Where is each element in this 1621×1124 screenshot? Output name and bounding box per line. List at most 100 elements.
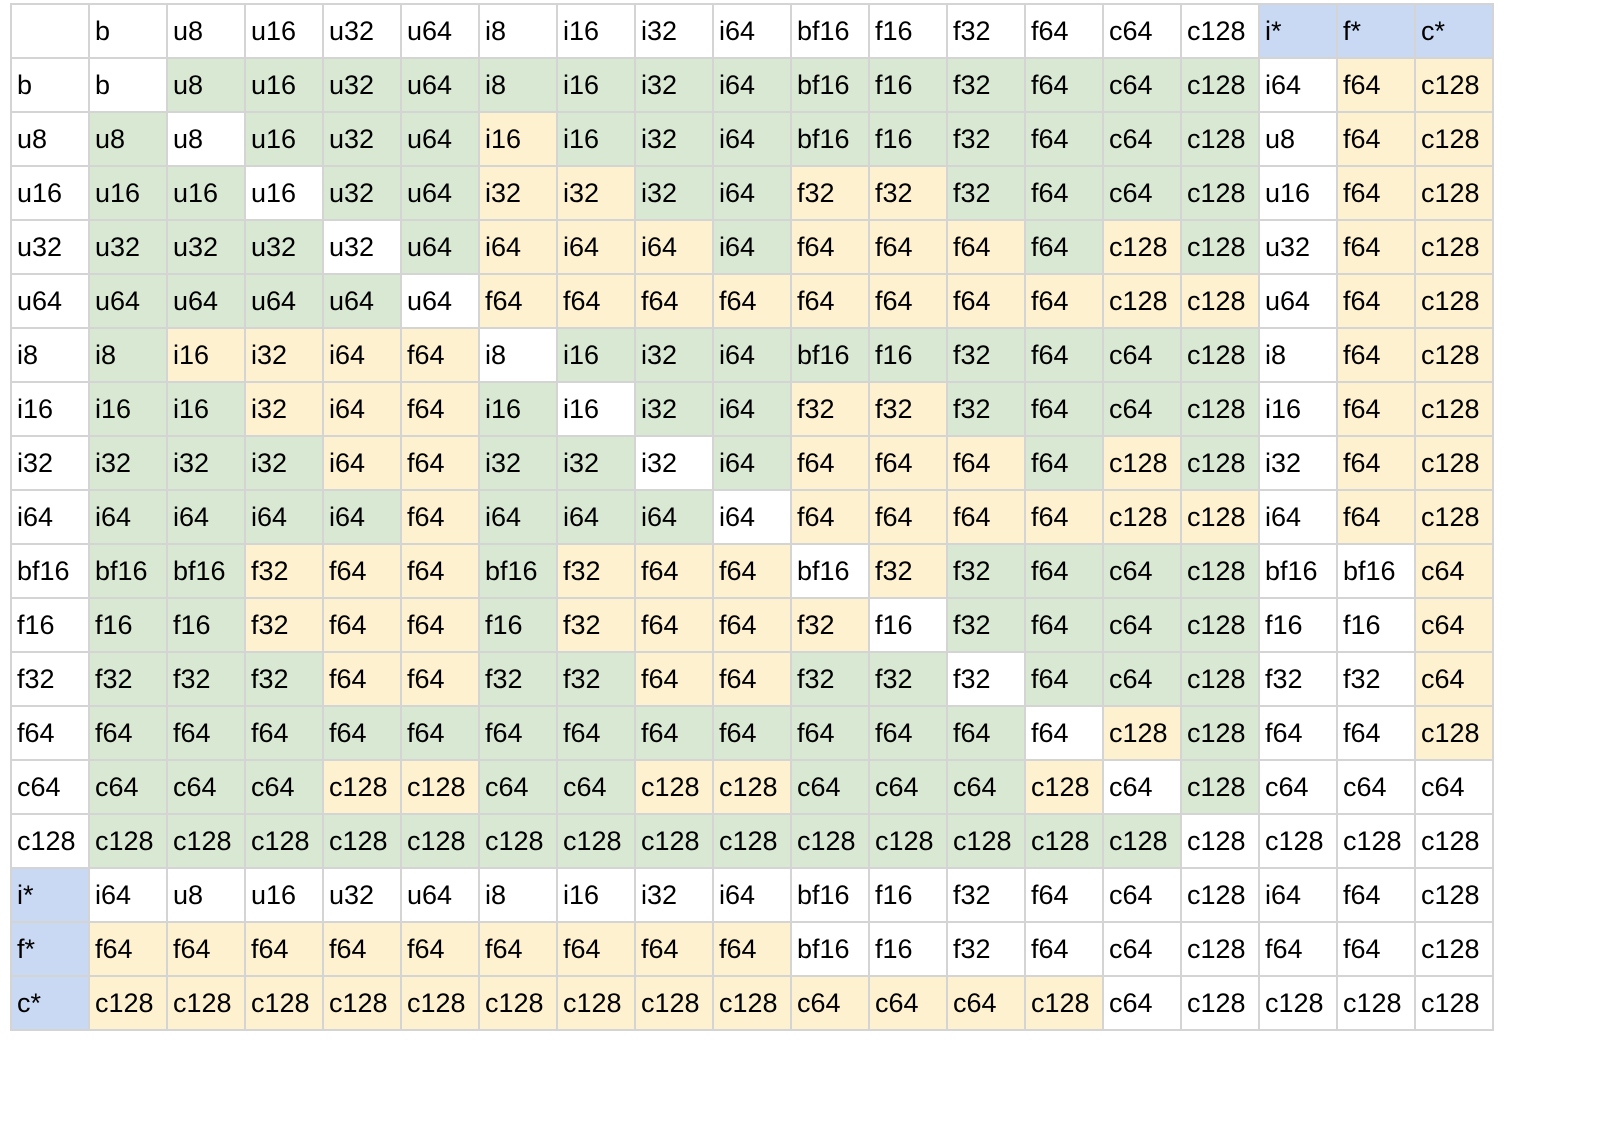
column-header: bf16 (790, 3, 870, 59)
result-cell: f64 (634, 273, 714, 329)
result-cell: f64 (712, 273, 792, 329)
result-cell: c128 (1180, 165, 1260, 221)
result-cell: bf16 (790, 543, 870, 599)
result-cell: c128 (1180, 921, 1260, 977)
result-cell: c128 (1414, 705, 1494, 761)
row-header: u64 (10, 273, 90, 329)
result-cell: c128 (1414, 273, 1494, 329)
result-cell: c128 (1180, 381, 1260, 437)
column-header: b (88, 3, 168, 59)
result-cell: c128 (1336, 813, 1416, 869)
result-cell: f64 (322, 705, 402, 761)
column-header: u32 (322, 3, 402, 59)
result-cell: i16 (88, 381, 168, 437)
result-cell: f32 (946, 543, 1026, 599)
result-cell: i32 (634, 381, 714, 437)
result-cell: c128 (790, 813, 870, 869)
row-header: c* (10, 975, 90, 1031)
result-cell: c64 (1102, 975, 1182, 1031)
table-row: c* c128 c128 c128 c128 c128 c128 c128 c128 c128 c6… (10, 975, 1494, 1031)
result-cell: b (88, 57, 168, 113)
result-cell: f64 (400, 543, 480, 599)
result-cell: c128 (946, 813, 1026, 869)
result-cell: i32 (244, 327, 324, 383)
result-cell: c128 (1180, 489, 1260, 545)
result-cell: c128 (634, 813, 714, 869)
result-cell: c128 (166, 975, 246, 1031)
result-cell: u64 (244, 273, 324, 329)
result-cell: bf16 (790, 57, 870, 113)
result-cell: u64 (400, 57, 480, 113)
result-cell: i32 (88, 435, 168, 491)
row-header: f16 (10, 597, 90, 653)
result-cell: f64 (946, 273, 1026, 329)
result-cell: c64 (244, 759, 324, 815)
result-cell: c128 (634, 759, 714, 815)
row-header: f32 (10, 651, 90, 707)
row-header: i64 (10, 489, 90, 545)
result-cell: u16 (244, 165, 324, 221)
result-cell: f64 (1024, 867, 1104, 923)
table-row: i* i64 u8 u16 u32 u64 i8 i16 i32 i64 bf16 f16 f32 f64… (10, 867, 1494, 923)
result-cell: f64 (1024, 921, 1104, 977)
result-cell: i32 (634, 435, 714, 491)
column-header: u64 (400, 3, 480, 59)
header-row: b u8 u16 u32 u64 i8 i16 i32 i64 bf16 f16 f32 f64 c64 c… (10, 3, 1494, 59)
result-cell: f32 (946, 867, 1026, 923)
result-cell: f64 (478, 705, 558, 761)
result-cell: c128 (1180, 759, 1260, 815)
result-cell: c64 (1258, 759, 1338, 815)
table-row: u64 u64 u64 u64 u64 u64 f64 f64 f64 f64 f64 f64 f64 f… (10, 273, 1494, 329)
result-cell: c64 (790, 975, 870, 1031)
result-cell: f16 (868, 867, 948, 923)
result-cell: i16 (478, 381, 558, 437)
result-cell: f64 (790, 435, 870, 491)
column-header: i64 (712, 3, 792, 59)
result-cell: f32 (868, 381, 948, 437)
result-cell: c128 (1180, 273, 1260, 329)
result-cell: c128 (1258, 975, 1338, 1031)
result-cell: u64 (400, 219, 480, 275)
result-cell: c128 (1024, 813, 1104, 869)
result-cell: c128 (1180, 651, 1260, 707)
result-cell: bf16 (1336, 543, 1416, 599)
result-cell: f32 (556, 543, 636, 599)
result-cell: i32 (1258, 435, 1338, 491)
row-header: u32 (10, 219, 90, 275)
result-cell: c128 (1102, 219, 1182, 275)
result-cell: i64 (322, 327, 402, 383)
result-cell: f16 (1258, 597, 1338, 653)
result-cell: u16 (244, 111, 324, 167)
row-header: bf16 (10, 543, 90, 599)
result-cell: i16 (1258, 381, 1338, 437)
result-cell: bf16 (478, 543, 558, 599)
result-cell: i64 (88, 867, 168, 923)
result-cell: f32 (556, 597, 636, 653)
result-cell: f16 (868, 111, 948, 167)
result-cell: i64 (712, 867, 792, 923)
result-cell: c128 (1180, 975, 1260, 1031)
column-header: c64 (1102, 3, 1182, 59)
result-cell: i16 (556, 381, 636, 437)
result-cell: c128 (1414, 111, 1494, 167)
result-cell: f32 (244, 543, 324, 599)
result-cell: f64 (868, 489, 948, 545)
result-cell: f64 (556, 921, 636, 977)
result-cell: f64 (478, 921, 558, 977)
result-cell: f64 (946, 435, 1026, 491)
result-cell: c128 (712, 813, 792, 869)
result-cell: c128 (1180, 705, 1260, 761)
result-cell: i64 (712, 381, 792, 437)
table-body: b u8 u16 u32 u64 i8 i16 i32 i64 bf16 f16 f32 f64 c64 c… (10, 3, 1494, 1031)
result-cell: f64 (1024, 165, 1104, 221)
result-cell: c64 (1102, 759, 1182, 815)
result-cell: f64 (712, 705, 792, 761)
result-cell: c64 (1414, 543, 1494, 599)
table-row: c128 c128 c128 c128 c128 c128 c128 c128 c128 c128… (10, 813, 1494, 869)
row-header: u8 (10, 111, 90, 167)
result-cell: c128 (478, 813, 558, 869)
result-cell: c128 (1180, 111, 1260, 167)
result-cell: c128 (1180, 543, 1260, 599)
result-cell: bf16 (88, 543, 168, 599)
result-cell: c128 (1414, 921, 1494, 977)
